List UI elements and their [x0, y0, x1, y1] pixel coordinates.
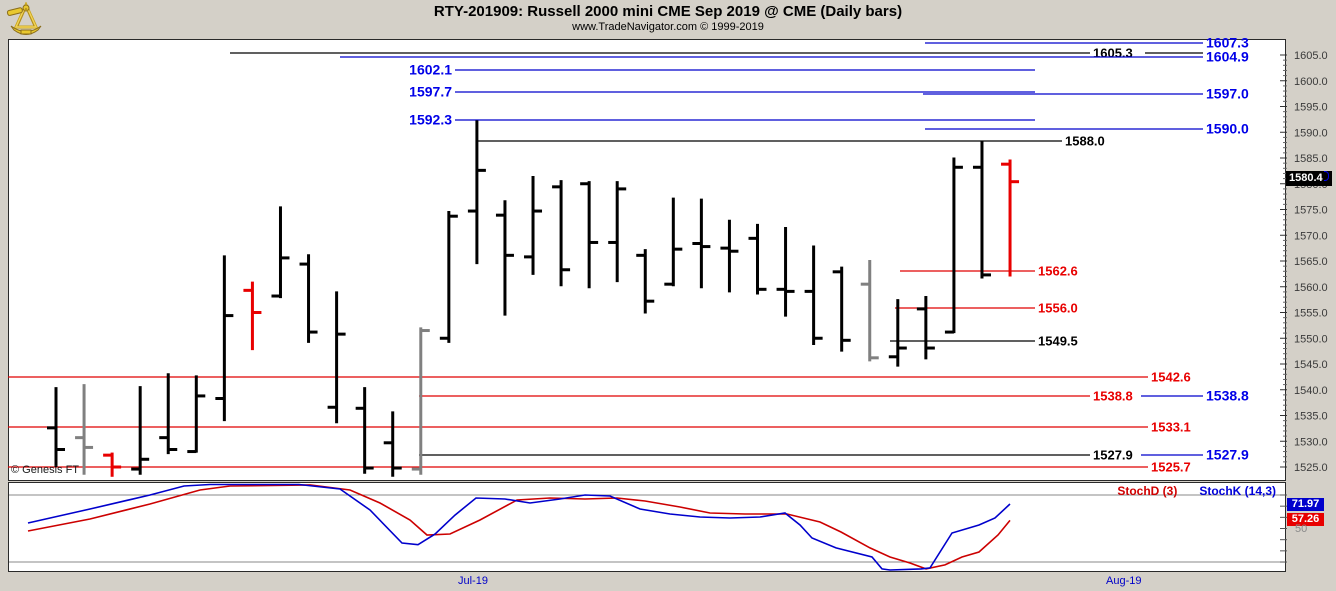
stochk-legend-label[interactable]: StochK (14,3) [1199, 484, 1276, 498]
price-axis-label: 1575.0 [1294, 205, 1328, 217]
price-axis-label: 1555.0 [1294, 308, 1328, 320]
price-axis-label: 1560.0 [1294, 282, 1328, 294]
trade-navigator-logo-icon [6, 2, 42, 35]
price-axis-label: 1595.0 [1294, 102, 1328, 114]
price-axis-label: 1605.0 [1294, 50, 1328, 62]
price-axis-label: 1530.0 [1294, 436, 1328, 448]
page-title: RTY-201909: Russell 2000 mini CME Sep 20… [433, 3, 903, 20]
price-axis-label: 1535.0 [1294, 411, 1328, 423]
stoch-mid-label: 50 [1295, 523, 1308, 535]
stochk-value-box: 71.97 [1287, 498, 1324, 511]
genesis-watermark: © Genesis FT [11, 464, 80, 476]
price-axis-label: 1545.0 [1294, 359, 1328, 371]
price-axis-label: 1590.0 [1294, 127, 1328, 139]
page-subtitle: www.TradeNavigator.com © 1999-2019 [572, 21, 764, 33]
price-axis-label: 1525.0 [1294, 462, 1328, 474]
stochd-legend-label[interactable]: StochD (3) [1117, 484, 1178, 498]
main-chart-panel[interactable] [8, 39, 1286, 481]
current-price-box: 1580.4 [1286, 171, 1332, 186]
price-axis-label: 1540.0 [1294, 385, 1328, 397]
date-label-aug: Aug-19 [1106, 575, 1142, 587]
current-price-value: 1580.4 [1289, 172, 1323, 184]
date-label-jul: Jul-19 [458, 575, 488, 587]
price-axis-label: 1600.0 [1294, 76, 1328, 88]
price-axis-label: 1550.0 [1294, 333, 1328, 345]
price-marker-icon [1323, 171, 1329, 181]
price-axis-label: 1585.0 [1294, 153, 1328, 165]
price-axis-label: 1565.0 [1294, 256, 1328, 268]
stochd-value-box: 57.26 [1287, 513, 1324, 526]
price-axis-label: 1570.0 [1294, 230, 1328, 242]
indicator-legend: StochD (3) StochK (14,3) [8, 484, 1280, 498]
